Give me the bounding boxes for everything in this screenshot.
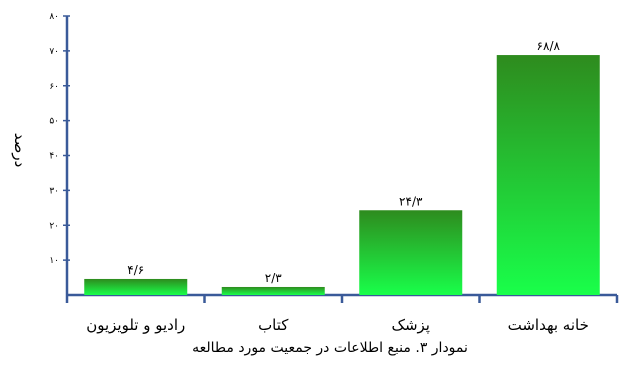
- y-tick-label: ۶۰: [49, 82, 59, 92]
- y-tick-label: ۴۰: [49, 152, 59, 162]
- y-tick-label: ۲۰: [49, 221, 59, 231]
- y-axis-title: درصد: [11, 133, 29, 168]
- bar: [221, 286, 325, 295]
- y-tick-label: ۵۰: [49, 117, 59, 127]
- category-label: پزشک: [392, 316, 430, 335]
- category-label: خانه بهداشت: [508, 316, 589, 334]
- x-axis: [65, 293, 619, 303]
- y-axis: ۱۰ ۲۰ ۳۰ ۴۰ ۵۰ ۶۰ ۷۰ ۸۰: [49, 12, 70, 295]
- bar-value-label: ۲/۳: [265, 271, 282, 285]
- labels: ۶۸/۸ خانه بهداشت ۲۴/۳ پزشک ۲/۳ کتاب ۴/۶ رادیو و…: [86, 39, 589, 335]
- chart-caption: نمودار ۳. منبع اطلاعات در جمعیت مورد مطا…: [192, 340, 468, 356]
- bar-value-label: ۲۴/۳: [399, 194, 423, 208]
- y-tick-label: ۱۰: [49, 256, 59, 266]
- bar-value-label: ۴/۶: [127, 263, 144, 277]
- bar: [359, 210, 463, 295]
- bars: [84, 55, 600, 296]
- category-label: رادیو و تلویزیون: [86, 316, 185, 334]
- bar: [84, 278, 188, 295]
- bar-value-label: ۶۸/۸: [537, 39, 561, 53]
- y-tick-label: ۸۰: [49, 12, 59, 22]
- category-label: کتاب: [258, 316, 289, 334]
- y-tick-label: ۳۰: [49, 186, 59, 196]
- bar: [496, 55, 600, 296]
- y-tick-label: ۷۰: [49, 47, 59, 57]
